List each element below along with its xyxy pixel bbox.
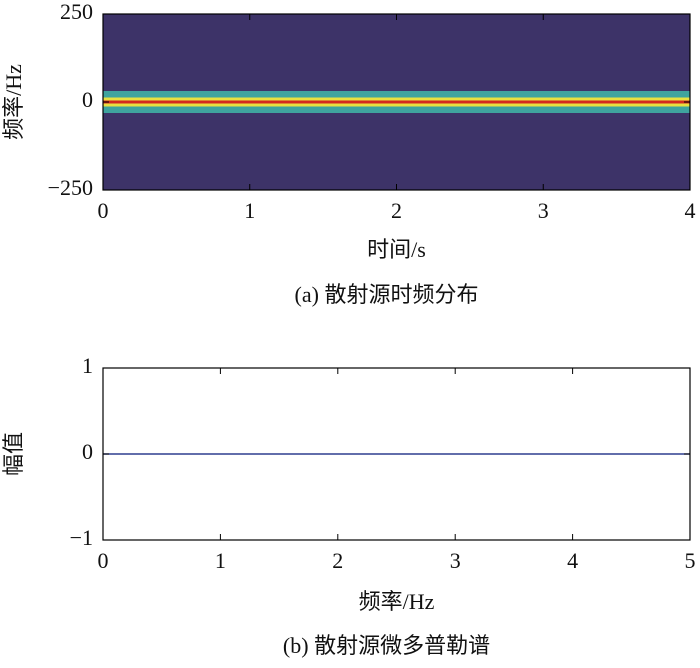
x-tick-label: 3 bbox=[450, 548, 461, 573]
y-tick-label: 0 bbox=[82, 87, 93, 112]
x-tick-label: 1 bbox=[244, 198, 255, 223]
y-tick-label: −1 bbox=[70, 525, 93, 550]
x-tick-label: 3 bbox=[538, 198, 549, 223]
y-axis-label: 频率/Hz bbox=[1, 64, 26, 140]
x-tick-label: 4 bbox=[685, 198, 696, 223]
y-tick-label: 250 bbox=[60, 0, 93, 24]
x-axis-label: 频率/Hz bbox=[359, 589, 435, 614]
caption: (a) 散射源时频分布 bbox=[295, 282, 479, 307]
y-tick-label: 1 bbox=[82, 353, 93, 378]
x-tick-label: 0 bbox=[98, 198, 109, 223]
y-axis-label: 幅值 bbox=[1, 432, 26, 476]
x-tick-label: 0 bbox=[98, 548, 109, 573]
x-axis-label: 时间/s bbox=[367, 237, 426, 262]
y-tick-label: 0 bbox=[82, 439, 93, 464]
x-tick-label: 4 bbox=[567, 548, 578, 573]
x-tick-label: 5 bbox=[685, 548, 696, 573]
caption: (b) 散射源微多普勒谱 bbox=[283, 633, 490, 658]
x-tick-label: 1 bbox=[215, 548, 226, 573]
y-tick-label: −250 bbox=[48, 175, 93, 200]
x-tick-label: 2 bbox=[391, 198, 402, 223]
x-tick-label: 2 bbox=[332, 548, 343, 573]
